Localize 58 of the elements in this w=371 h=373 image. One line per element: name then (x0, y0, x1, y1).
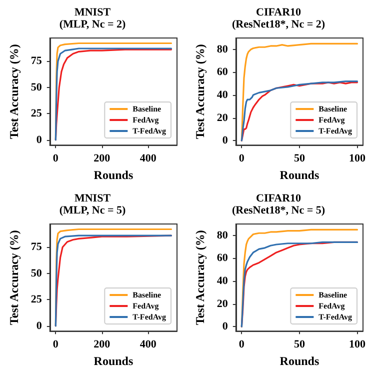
y-tick-label: 0 (222, 320, 228, 333)
legend-label: FedAvg (318, 302, 345, 310)
x-tick-label: 0 (52, 338, 59, 351)
x-tick-label: 0 (238, 338, 245, 351)
x-tick-label: 0 (52, 152, 59, 165)
chart-title: MNIST (74, 6, 112, 18)
y-tick-label: 75 (30, 55, 42, 68)
y-tick-label: 25 (30, 108, 42, 120)
x-axis-title: Rounds (280, 354, 320, 368)
y-tick-label: 20 (216, 112, 228, 124)
legend-label: Baseline (132, 290, 162, 300)
y-tick-label: 40 (216, 274, 228, 287)
y-tick-label: 0 (36, 320, 42, 332)
y-tick-label: 25 (30, 294, 42, 306)
legend-label: T-FedAvg (318, 312, 352, 322)
legend-label: T-FedAvg (318, 126, 352, 136)
x-axis-title: Rounds (280, 168, 320, 182)
legend-label: FedAvg (132, 116, 159, 124)
y-tick-label: 75 (30, 241, 42, 254)
chart-subtitle: (ResNet18*, Nc = 5) (232, 204, 326, 216)
legend-label: Baseline (318, 290, 348, 300)
chart-title: CIFAR10 (256, 192, 302, 204)
x-tick-label: 50 (294, 338, 306, 351)
x-tick-label: 100 (348, 152, 366, 165)
y-tick-label: 60 (216, 66, 228, 78)
chart-subtitle: (MLP, Nc = 2) (59, 18, 126, 30)
chart-title: CIFAR10 (256, 6, 302, 18)
legend-label: Baseline (318, 104, 348, 114)
chart-subtitle: (MLP, Nc = 5) (59, 204, 126, 216)
chart-title: MNIST (74, 192, 112, 204)
y-tick-label: 40 (216, 88, 228, 101)
x-tick-label: 400 (140, 152, 157, 165)
legend-label: FedAvg (318, 116, 345, 124)
y-axis-title: Test Accuracy (%) (193, 44, 207, 139)
y-axis-title: Test Accuracy (%) (193, 230, 207, 325)
y-tick-label: 0 (36, 134, 42, 146)
y-tick-label: 60 (216, 252, 228, 264)
y-tick-label: 20 (216, 298, 228, 310)
y-tick-label: 80 (216, 229, 228, 242)
y-tick-label: 80 (216, 43, 228, 56)
x-tick-label: 200 (94, 338, 111, 351)
x-tick-label: 200 (94, 152, 111, 165)
x-axis-title: Rounds (94, 354, 134, 368)
legend-label: Baseline (132, 104, 162, 114)
x-axis-title: Rounds (94, 168, 134, 182)
x-tick-label: 50 (294, 152, 306, 165)
legend-label: T-FedAvg (132, 126, 166, 136)
y-tick-label: 0 (222, 134, 228, 147)
x-tick-label: 100 (348, 338, 366, 351)
y-tick-label: 50 (30, 267, 42, 280)
chart-subtitle: (ResNet18*, Nc = 2) (232, 18, 326, 30)
legend-label: FedAvg (132, 302, 159, 310)
y-axis-title: Test Accuracy (%) (7, 44, 21, 139)
x-tick-label: 400 (140, 338, 157, 351)
legend-label: T-FedAvg (132, 312, 166, 322)
x-tick-label: 0 (238, 152, 245, 165)
y-axis-title: Test Accuracy (%) (7, 230, 21, 325)
y-tick-label: 50 (30, 81, 42, 94)
